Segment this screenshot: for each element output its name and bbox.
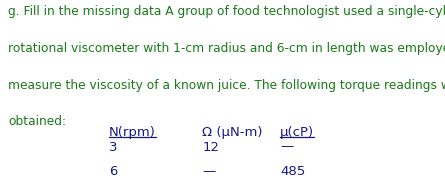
Text: obtained:: obtained: [8, 115, 66, 129]
Text: μ(cP): μ(cP) [280, 126, 315, 139]
Text: g. Fill in the missing data A group of food technologist used a single-cylinder: g. Fill in the missing data A group of f… [8, 5, 445, 18]
Text: 12: 12 [202, 141, 219, 154]
Text: measure the viscosity of a known juice. The following torque readings were: measure the viscosity of a known juice. … [8, 79, 445, 92]
Text: N(rpm): N(rpm) [109, 126, 156, 139]
Text: 6: 6 [109, 165, 117, 178]
Text: —: — [280, 141, 294, 154]
Text: rotational viscometer with 1-cm radius and 6-cm in length was employed to: rotational viscometer with 1-cm radius a… [8, 42, 445, 55]
Text: 3: 3 [109, 141, 117, 154]
Text: 485: 485 [280, 165, 306, 178]
Text: —: — [202, 165, 216, 178]
Text: Ω (μN-m): Ω (μN-m) [202, 126, 263, 139]
